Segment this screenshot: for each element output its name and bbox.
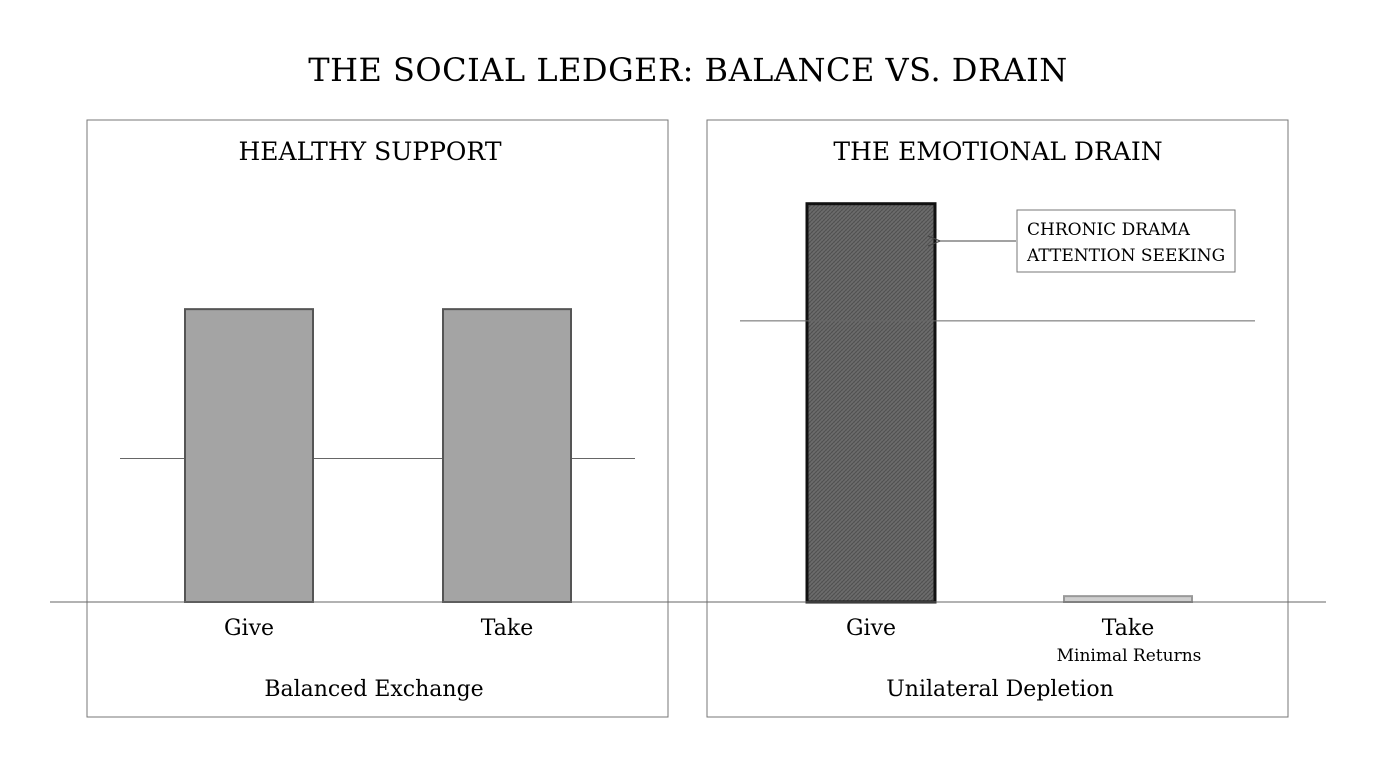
bar-give-healthy-support — [184, 308, 314, 603]
chart-title: THE SOCIAL LEDGER: BALANCE VS. DRAIN — [308, 51, 1068, 89]
panel-title-healthy-support: HEALTHY SUPPORT — [239, 137, 502, 166]
annotation-box — [1016, 209, 1236, 273]
panel-title-emotional-drain: THE EMOTIONAL DRAIN — [833, 137, 1162, 166]
category-label-give-healthy-support: Give — [224, 616, 274, 641]
category-label-take-emotional-drain: Take — [1102, 616, 1154, 641]
category-label-give-emotional-drain: Give — [846, 616, 896, 641]
panel-caption-unilateral-depletion: Unilateral Depletion — [886, 677, 1114, 702]
bar-take-emotional-drain — [1063, 595, 1193, 604]
panel-caption-balanced-exchange: Balanced Exchange — [264, 677, 483, 702]
annotation-line-attention-seeking: ATTENTION SEEKING — [1026, 246, 1225, 266]
category-sublabel-minimal-returns: Minimal Returns — [1057, 646, 1202, 666]
bar-give-emotional-drain — [805, 202, 937, 604]
annotation-line-chronic-drama: CHRONIC DRAMA — [1027, 220, 1191, 240]
panel-frame-healthy-support — [86, 119, 669, 718]
panel-frame-emotional-drain — [706, 119, 1289, 718]
category-label-take-healthy-support: Take — [481, 616, 533, 641]
bar-take-healthy-support — [442, 308, 572, 603]
